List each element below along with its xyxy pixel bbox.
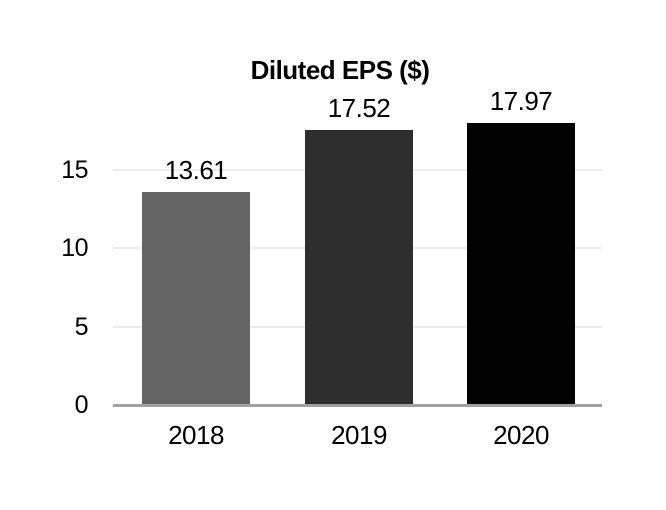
y-axis-tick-label-15: 15	[61, 156, 88, 184]
y-axis-tick-label-5: 5	[74, 313, 89, 341]
bar-value-label-2020: 17.97	[489, 86, 553, 116]
x-axis-category-label-2018: 2018	[168, 420, 224, 450]
y-axis-tick-label-0: 0	[74, 391, 89, 419]
chart-title: Diluted EPS ($)	[250, 55, 430, 85]
bar-value-label-2018: 13.61	[164, 155, 228, 185]
x-axis-line	[113, 404, 602, 407]
bar-2018	[142, 192, 250, 405]
bar-2020	[467, 123, 575, 405]
x-axis-category-label-2020: 2020	[493, 420, 549, 450]
bar-2019	[305, 130, 413, 405]
y-axis-tick-label-10: 10	[61, 234, 88, 262]
bar-value-label-2019: 17.52	[327, 93, 391, 123]
x-axis-category-label-2019: 2019	[331, 420, 387, 450]
